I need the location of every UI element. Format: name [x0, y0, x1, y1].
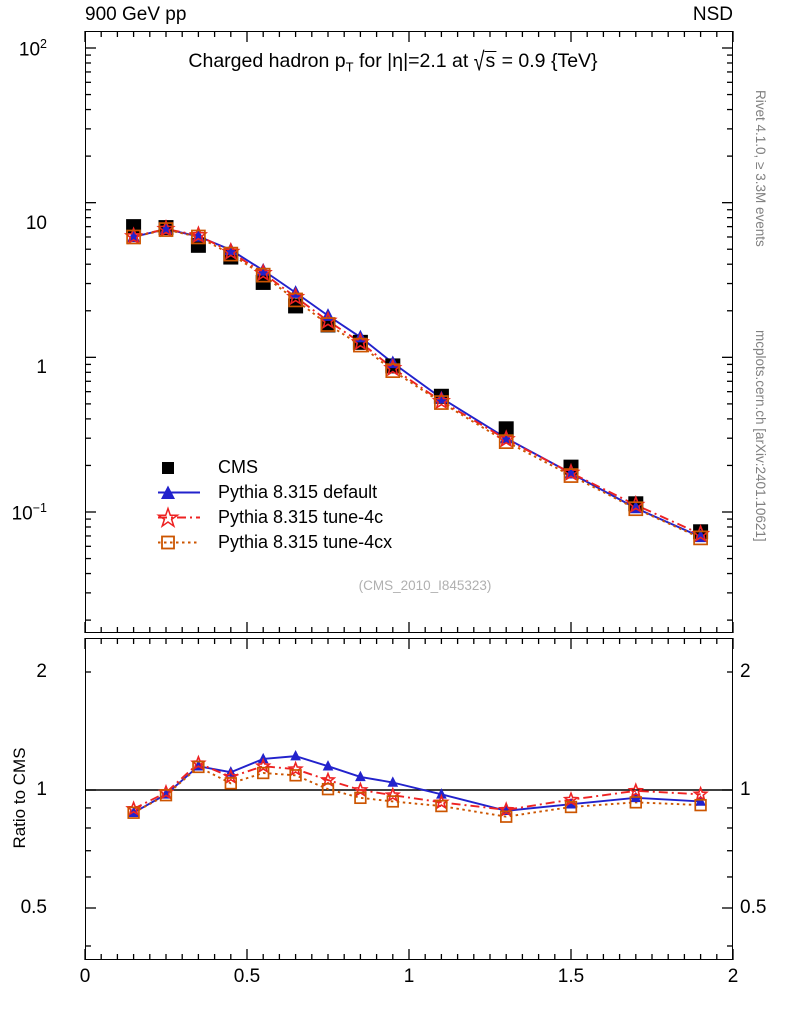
main-ytick-label-100: 102: [18, 37, 47, 61]
ratio-ytick-label-right-0p5: 0.5: [740, 897, 767, 918]
main-ytick-label-0p1: 10−1: [11, 501, 47, 525]
xtick-label-1p5: 1.5: [557, 966, 585, 987]
title-subscript: T: [345, 59, 354, 75]
plot-title: Charged hadron pT for |η|=2.1 at √s = 0.…: [188, 47, 598, 78]
main-ytick-label-10: 10: [25, 213, 47, 234]
legend-key-default: [158, 480, 214, 505]
xtick-label-0: 0: [79, 966, 91, 987]
legend-label-cms: CMS: [218, 457, 258, 477]
title-part2: for |η|=2.1 at: [353, 50, 474, 72]
legend: CMS Pythia 8.315 default Pythia 8.315 tu…: [156, 455, 392, 555]
open-star-icon: [156, 506, 200, 529]
main-ytick-label-1: 1: [36, 357, 47, 378]
header-left-label: 900 GeV pp: [85, 4, 187, 25]
sqrt-radical-icon: √: [473, 47, 485, 78]
open-square-icon: [158, 535, 200, 550]
ratio-ytick-label-1: 1: [36, 779, 47, 800]
xtick-label-0p5: 0.5: [233, 966, 261, 987]
legend-key-tune4c: [156, 505, 214, 530]
filled-square-icon: [162, 462, 174, 474]
analysis-watermark: (CMS_2010_I845323): [358, 578, 492, 593]
xtick-label-2: 2: [727, 966, 739, 987]
title-part3: = 0.9 {TeV}: [496, 50, 598, 72]
ratio-ytick-label-0p5: 0.5: [20, 897, 47, 918]
ratio-ytick-label-2: 2: [36, 661, 47, 682]
legend-item-tune4c[interactable]: Pythia 8.315 tune-4c: [156, 505, 392, 530]
xtick-label-1: 1: [403, 966, 415, 987]
legend-label-tune4cx: Pythia 8.315 tune-4cx: [218, 532, 393, 552]
header-right-label: NSD: [692, 4, 733, 25]
legend-key-tune4cx: [158, 530, 214, 555]
legend-item-default[interactable]: Pythia 8.315 default: [158, 480, 392, 505]
sqrt-body: s: [484, 50, 497, 72]
title-part1: Charged hadron p: [188, 50, 346, 72]
legend-label-default: Pythia 8.315 default: [218, 482, 378, 502]
legend-label-tune4c: Pythia 8.315 tune-4c: [218, 507, 384, 527]
filled-triangle-icon: [158, 485, 200, 499]
legend-key-cms: [158, 455, 214, 480]
legend-item-cms[interactable]: CMS: [158, 455, 392, 480]
ratio-ytick-label-right-1: 1: [740, 779, 751, 800]
legend-item-tune4cx[interactable]: Pythia 8.315 tune-4cx: [158, 530, 392, 555]
ratio-ytick-label-right-2: 2: [740, 661, 751, 682]
